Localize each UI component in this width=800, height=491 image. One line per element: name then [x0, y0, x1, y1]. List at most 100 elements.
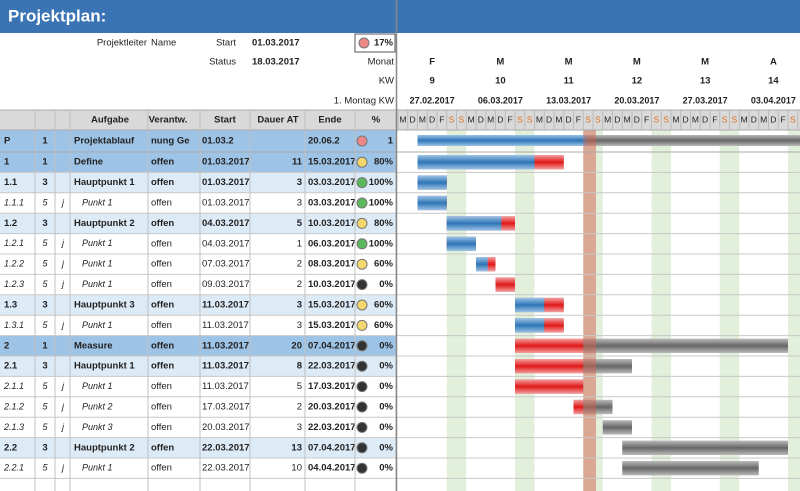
- row-marker: j: [61, 238, 65, 248]
- day-letter: S: [595, 114, 601, 124]
- day-letter: D: [429, 114, 435, 124]
- row-end: 22.03.2017: [308, 422, 356, 433]
- row-start: 17.03.2017: [202, 402, 250, 413]
- kw: 11: [564, 76, 575, 87]
- row-bg: [0, 458, 396, 479]
- leader: Name: [151, 38, 176, 49]
- row-level: 1: [42, 340, 48, 351]
- row-level: 5: [42, 381, 48, 391]
- day-letter: S: [585, 114, 591, 124]
- day-letter: M: [487, 114, 494, 124]
- row-end: 10.03.2017: [308, 218, 356, 229]
- title: Projektplan:: [8, 6, 106, 25]
- kw: 12: [632, 76, 643, 87]
- row-task: Punkt 1: [82, 238, 113, 248]
- day-letter: D: [497, 114, 503, 124]
- day-letter: D: [546, 114, 552, 124]
- status-icon: [356, 258, 368, 270]
- day-letter: M: [741, 114, 748, 124]
- row-level: 5: [42, 279, 48, 289]
- row-level: 5: [42, 401, 48, 411]
- row-owner: offen: [151, 198, 172, 209]
- month: M: [496, 57, 504, 68]
- row-level: 5: [42, 320, 48, 330]
- column-header: Aufgabe: [91, 115, 129, 126]
- row-level: 5: [42, 463, 48, 473]
- row-pct: 0%: [379, 422, 393, 433]
- row-pct: 60%: [374, 300, 394, 311]
- status-icon: [356, 360, 368, 372]
- day-letter: M: [468, 114, 475, 124]
- row-task: Punkt 1: [82, 197, 113, 207]
- row-task: Punkt 1: [82, 463, 113, 473]
- row-start: 04.03.2017: [202, 238, 250, 249]
- status-date-band: [583, 130, 596, 491]
- status-icon: [356, 238, 368, 250]
- gantt-progress: [417, 175, 447, 190]
- day-letter: M: [399, 114, 406, 124]
- row-owner: offen: [151, 320, 172, 331]
- status-icon: [356, 319, 368, 331]
- row-level: 3: [42, 300, 47, 311]
- row-task: Measure: [74, 340, 113, 351]
- gantt-overdue: [495, 277, 515, 292]
- row-days: 13: [291, 442, 302, 453]
- status-icon: [356, 197, 368, 209]
- row-id: 1.2.2: [4, 259, 24, 269]
- row-bg: [0, 376, 396, 397]
- row-start: 01.03.2017: [202, 157, 250, 168]
- row-bg: [0, 274, 396, 295]
- row-pct: 0%: [379, 402, 393, 413]
- status-icon: [356, 340, 368, 352]
- day-letter: D: [478, 114, 484, 124]
- gantt-progress: [446, 236, 476, 251]
- filter-icon: [356, 135, 368, 147]
- row-marker: j: [61, 381, 65, 391]
- day-letter: F: [781, 114, 786, 124]
- row-pct: 80%: [374, 157, 394, 168]
- row-id: 1.3: [4, 300, 17, 311]
- filter-cell: 1: [42, 136, 48, 147]
- column-header: Ende: [318, 115, 341, 126]
- status-label: Status: [209, 57, 236, 68]
- row-pct: 100%: [369, 198, 394, 209]
- monday-label: 1. Montag KW: [334, 96, 394, 107]
- month: M: [565, 57, 573, 68]
- day-letter: S: [722, 114, 728, 124]
- row-pct: 60%: [374, 259, 394, 270]
- row-start: 11.03.2017: [202, 320, 249, 331]
- day-letter: D: [683, 114, 689, 124]
- row-task: Punkt 3: [82, 422, 113, 432]
- row-level: 5: [42, 197, 48, 207]
- row-id: 2.2.1: [3, 463, 24, 473]
- month: A: [770, 57, 777, 68]
- row-id: 1.1: [4, 177, 18, 188]
- row-owner: offen: [151, 422, 172, 433]
- day-letter: D: [410, 114, 416, 124]
- row-bg: [0, 335, 396, 356]
- row-days: 10: [291, 463, 302, 474]
- gantt-progress: [515, 318, 545, 333]
- row-days: 2: [297, 279, 302, 290]
- row-id: 1.3.1: [4, 320, 24, 330]
- gantt-overdue: [515, 359, 584, 374]
- day-letter: S: [449, 114, 455, 124]
- row-pct: 0%: [379, 361, 393, 372]
- row-start: 11.03.2017: [202, 300, 249, 311]
- day-letter: M: [536, 114, 543, 124]
- weekend-col: [661, 130, 671, 491]
- row-bg: [0, 294, 396, 316]
- row-marker: j: [61, 197, 65, 207]
- row-start: 01.03.2017: [202, 198, 250, 209]
- filter-bar-bg: [417, 135, 800, 146]
- row-owner: offen: [151, 279, 172, 290]
- row-days: 3: [297, 198, 302, 209]
- row-start: 04.03.2017: [202, 218, 250, 229]
- row-owner: offen: [151, 157, 174, 168]
- row-pct: 0%: [379, 442, 393, 453]
- row-days: 3: [297, 300, 302, 311]
- weekend-col: [788, 130, 798, 491]
- row-id: 1.2.3: [4, 279, 24, 289]
